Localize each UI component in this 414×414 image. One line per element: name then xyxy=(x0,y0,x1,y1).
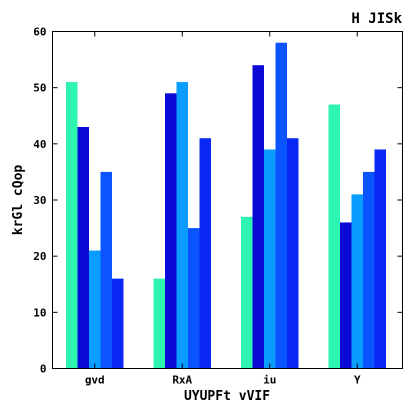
x-tick-label-iu: iu xyxy=(263,374,276,387)
chart-title: H JISk xyxy=(351,11,402,27)
y-tick-label: 30 xyxy=(33,194,46,207)
y-axis-label: krGl cQop xyxy=(11,165,26,236)
y-tick-label: 0 xyxy=(40,363,47,376)
bar-Y-series-5 xyxy=(374,149,386,369)
x-axis-label: UYUPFt vVIF xyxy=(184,389,270,404)
bar-gvd-series-5 xyxy=(112,278,124,369)
bar-Y-series-4 xyxy=(363,171,375,369)
y-tick-label: 60 xyxy=(33,26,46,39)
bar-gvd-series-4 xyxy=(100,171,112,369)
bar-iu-series-2 xyxy=(252,65,264,369)
bar-Y-series-3 xyxy=(351,194,363,369)
bar-iu-series-5 xyxy=(287,138,299,369)
x-tick-label-Y: Y xyxy=(354,374,361,387)
y-tick-label: 20 xyxy=(33,250,46,263)
bars-group xyxy=(66,42,386,369)
bar-RxA-series-1 xyxy=(153,278,165,369)
bar-iu-series-4 xyxy=(275,42,287,369)
y-tick-label: 50 xyxy=(33,82,46,95)
bar-RxA-series-3 xyxy=(176,82,188,369)
bar-RxA-series-5 xyxy=(199,138,211,369)
plot-frame xyxy=(52,31,403,369)
y-tick-label: 40 xyxy=(33,138,46,151)
y-tick-label: 10 xyxy=(33,306,46,319)
bar-iu-series-3 xyxy=(264,149,276,369)
bar-RxA-series-2 xyxy=(165,93,177,369)
bar-RxA-series-4 xyxy=(188,228,200,369)
x-tick-label-gvd: gvd xyxy=(85,374,105,387)
bar-Y-series-2 xyxy=(340,222,352,369)
bar-Y-series-1 xyxy=(328,104,340,369)
bar-gvd-series-1 xyxy=(66,82,78,369)
y-axis-ticks: 0 10 20 30 40 50 60 xyxy=(33,26,403,376)
x-axis-ticks: gvd RxA iu Y xyxy=(85,31,361,387)
x-tick-label-RxA: RxA xyxy=(172,374,192,387)
bar-gvd-series-2 xyxy=(77,126,89,369)
bar-iu-series-1 xyxy=(241,216,253,369)
bar-gvd-series-3 xyxy=(89,250,101,369)
